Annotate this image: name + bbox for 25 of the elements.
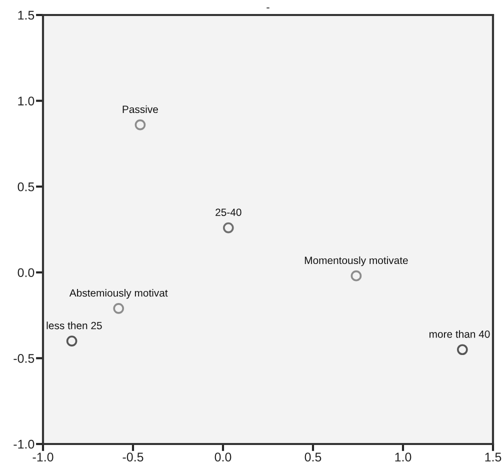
point xyxy=(456,344,468,356)
point xyxy=(222,222,234,234)
y-tick-label: 0.0 xyxy=(18,268,34,278)
point xyxy=(66,336,78,346)
x-tick-label: -1.0 xyxy=(32,452,54,462)
x-tick-label: 0.0 xyxy=(214,452,232,462)
y-tick-label: 1.5 xyxy=(18,10,34,20)
annotation: Momentously motivate xyxy=(304,256,408,266)
y-tick-label: 1.0 xyxy=(18,96,34,106)
x-tick-label: 1.5 xyxy=(485,452,502,462)
x-tick-label: 1.0 xyxy=(395,452,412,462)
point xyxy=(350,270,362,282)
point xyxy=(113,303,124,314)
annotation: 25-40 xyxy=(216,208,242,216)
x-tick-label: -0.5 xyxy=(122,452,144,462)
chart-title: - xyxy=(266,7,270,8)
annotation: more than 40 xyxy=(430,330,490,338)
y-tick-label: -0.5 xyxy=(14,354,34,363)
y-tick-label: -1.0 xyxy=(14,440,34,449)
x-tick-label: 0.5 xyxy=(304,452,322,462)
y-tick-label: 0.5 xyxy=(18,182,34,192)
point xyxy=(134,119,146,130)
annotation: Passive xyxy=(122,105,158,114)
annotation: less then 25 xyxy=(46,322,102,330)
annotation: Abstemiously motivat xyxy=(69,289,168,299)
